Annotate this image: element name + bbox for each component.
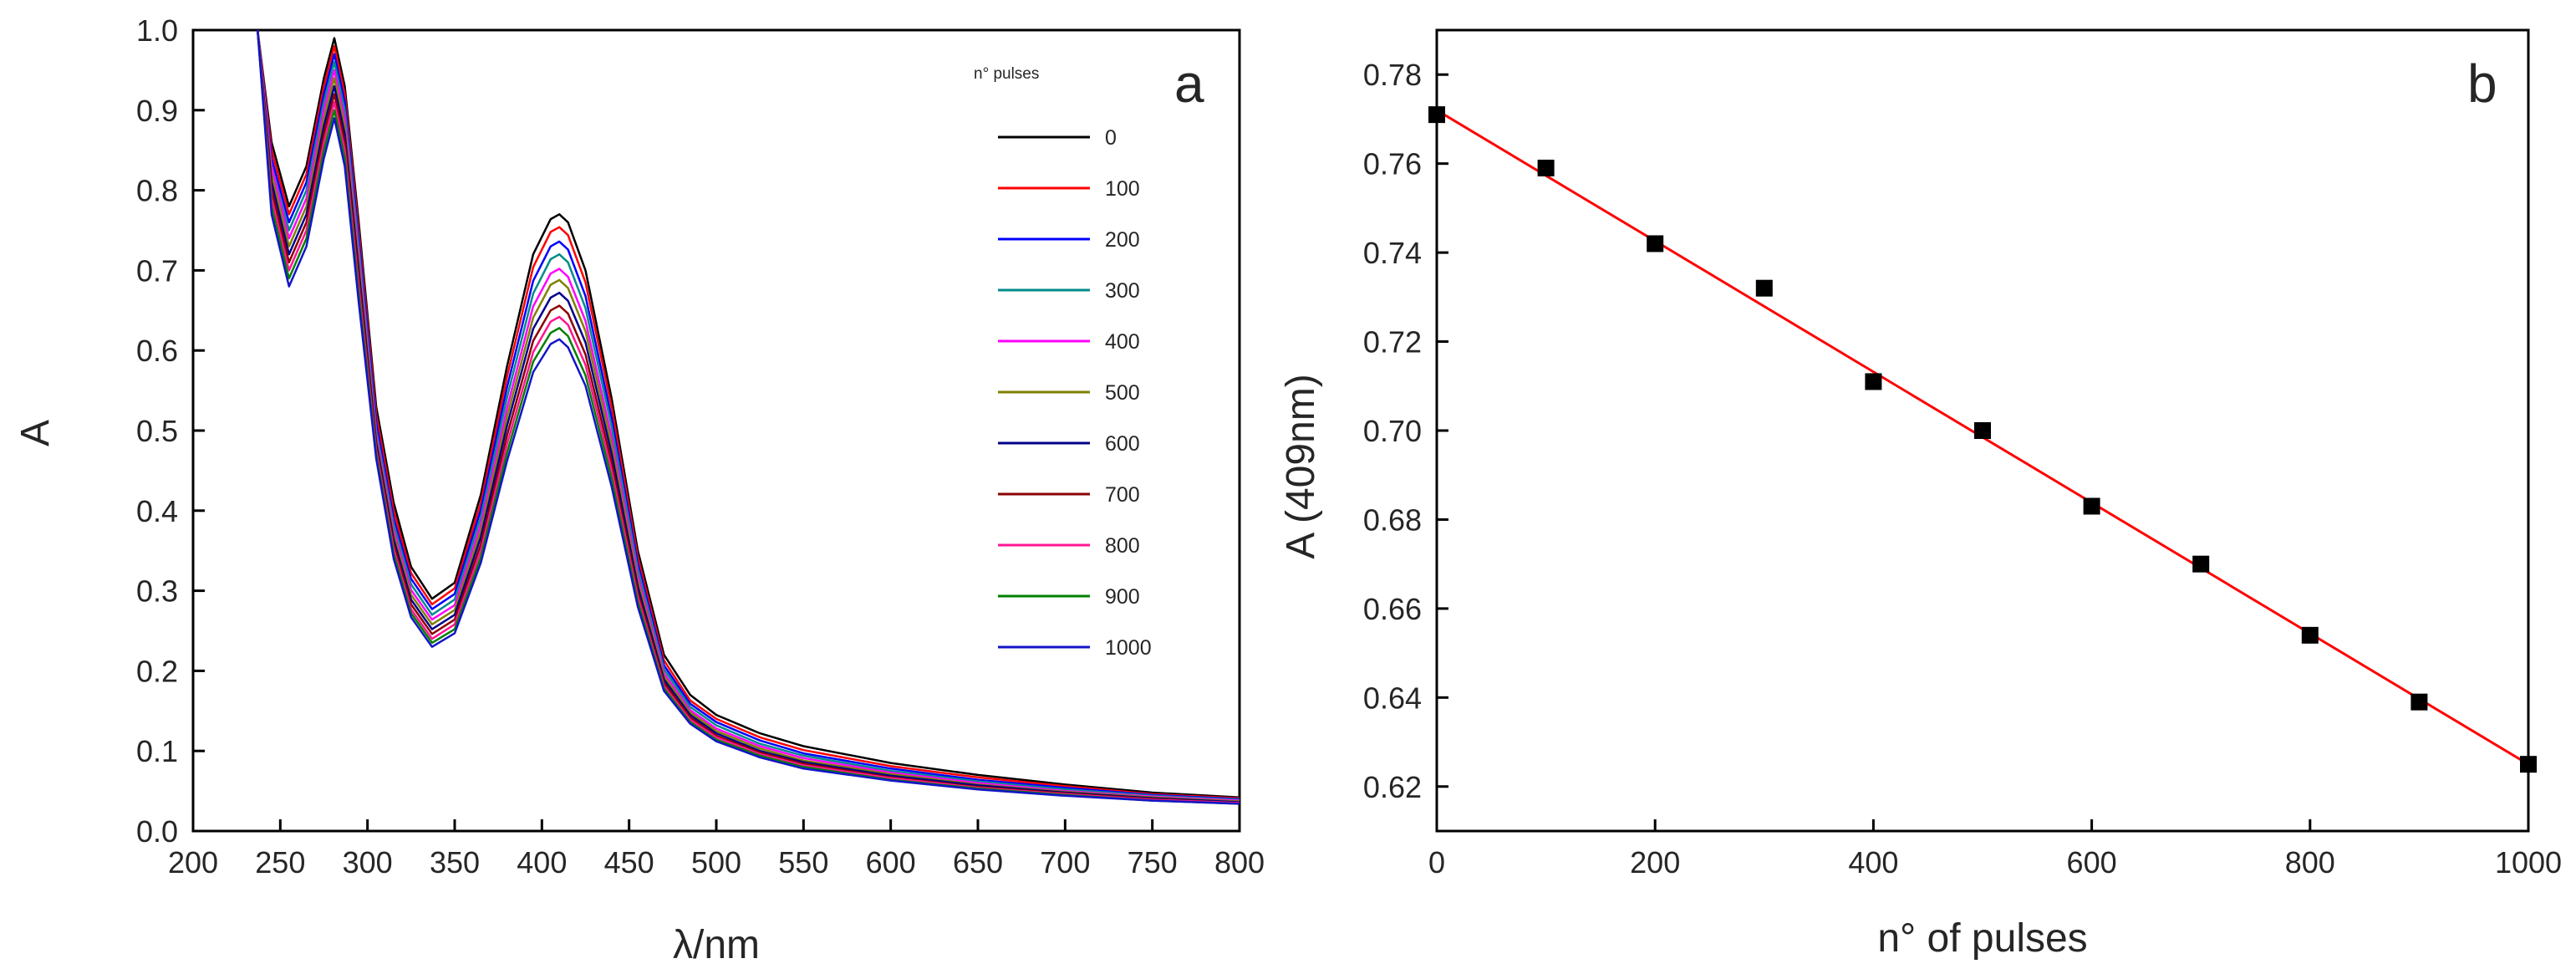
spectrum-line <box>256 29 1240 802</box>
y-tick-label: 0.9 <box>136 94 178 128</box>
y-tick-label: 0.76 <box>1363 147 1422 181</box>
x-tick-label: 800 <box>2285 845 2335 880</box>
spectrum-line <box>256 29 1240 804</box>
x-tick-label: 700 <box>1040 845 1090 880</box>
legend-label: 1000 <box>1105 636 1152 660</box>
panel-b-absorbance-vs-pulses: 0 200 400 600 800 1000 0.62 0.64 0.66 0.68 0.70 0.7… <box>1279 28 2562 961</box>
data-point <box>2301 626 2319 644</box>
y-tick-label: 0.78 <box>1363 58 1422 92</box>
x-tick-label: 350 <box>430 845 480 880</box>
panel-a-label: a <box>1174 54 1204 114</box>
y-tick-label: 0.6 <box>136 334 178 368</box>
panel-a-x-axis-title: λ/nm <box>673 923 760 967</box>
x-tick-label: 200 <box>1630 845 1680 880</box>
x-tick-label: 600 <box>2067 845 2117 880</box>
panel-a-ticks: 200 250 300 350 400 450 500 550 600 650 700 750 800 0… <box>136 13 1265 880</box>
spectrum-line <box>256 29 1240 799</box>
panel-b-points <box>1428 106 2537 773</box>
legend-label: 0 <box>1105 126 1117 150</box>
panel-b-ticks: 0 200 400 600 800 1000 0.62 0.64 0.66 0.68 0.70 0.7… <box>1363 58 2562 880</box>
data-point <box>1974 422 1991 439</box>
legend-label: 900 <box>1105 585 1140 609</box>
panel-a-legend: n° pulses 0 100 200 300 400 500 600 700 800 900 10… <box>974 65 1152 660</box>
legend-label: 300 <box>1105 279 1140 303</box>
x-tick-label: 1000 <box>2495 845 2562 880</box>
panel-a-y-axis-title: A <box>13 420 58 446</box>
panel-b-y-axis-title: A (409nm) <box>1279 374 1323 558</box>
y-tick-label: 0.7 <box>136 253 178 288</box>
x-tick-label: 400 <box>517 845 567 880</box>
legend-label: 500 <box>1105 381 1140 405</box>
y-tick-label: 0.72 <box>1363 325 1422 360</box>
legend-label: 600 <box>1105 432 1140 456</box>
spectrum-line <box>256 29 1240 804</box>
spectrum-line <box>256 29 1240 805</box>
x-tick-label: 500 <box>691 845 741 880</box>
panel-a-spectra: 200 250 300 350 400 450 500 550 600 650 700 750 800 0… <box>13 13 1265 967</box>
y-tick-label: 1.0 <box>136 13 178 48</box>
y-tick-label: 0.66 <box>1363 592 1422 626</box>
x-tick-label: 400 <box>1848 845 1898 880</box>
y-tick-label: 0.68 <box>1363 502 1422 537</box>
legend-label: 200 <box>1105 228 1140 252</box>
panel-a-legend-title: n° pulses <box>974 65 1039 83</box>
legend-label: 800 <box>1105 534 1140 558</box>
x-tick-label: 200 <box>168 845 218 880</box>
data-point <box>1647 235 1664 252</box>
y-tick-label: 0.64 <box>1363 681 1422 715</box>
spectrum-line <box>256 29 1240 805</box>
y-tick-label: 0.5 <box>136 414 178 448</box>
data-point <box>1865 373 1882 390</box>
data-point <box>2520 756 2537 773</box>
legend-label: 400 <box>1105 330 1140 354</box>
x-tick-label: 650 <box>953 845 1003 880</box>
spectrum-line <box>256 29 1240 799</box>
spectrum-line <box>256 29 1240 803</box>
x-tick-label: 300 <box>343 845 393 880</box>
y-tick-label: 0.0 <box>136 814 178 849</box>
panel-b-x-axis-title: n° of pulses <box>1877 916 2087 961</box>
x-tick-label: 600 <box>866 845 916 880</box>
x-tick-label: 450 <box>604 845 654 880</box>
x-tick-label: 800 <box>1214 845 1265 880</box>
y-tick-label: 0.3 <box>136 574 178 609</box>
data-point <box>2411 693 2428 711</box>
x-tick-label: 550 <box>778 845 828 880</box>
x-tick-label: 0 <box>1428 845 1445 880</box>
y-tick-label: 0.1 <box>136 734 178 768</box>
data-point <box>1755 279 1773 297</box>
data-point <box>1537 159 1555 176</box>
data-point <box>1428 106 1445 124</box>
y-tick-label: 0.2 <box>136 654 178 688</box>
y-tick-label: 0.74 <box>1363 236 1422 270</box>
y-tick-label: 0.4 <box>136 494 178 528</box>
y-tick-label: 0.62 <box>1363 770 1422 804</box>
legend-label: 100 <box>1105 177 1140 201</box>
spectrum-line <box>256 29 1240 800</box>
legend-label: 700 <box>1105 483 1140 507</box>
spectrum-line <box>256 29 1240 803</box>
panel-b-label: b <box>2467 54 2497 114</box>
data-point <box>2192 555 2210 573</box>
x-tick-label: 750 <box>1128 845 1178 880</box>
data-point <box>2083 497 2100 515</box>
y-tick-label: 0.70 <box>1363 414 1422 448</box>
panel-a-series <box>256 29 1240 805</box>
x-tick-label: 250 <box>255 845 305 880</box>
spectrum-line <box>256 29 1240 801</box>
y-tick-label: 0.8 <box>136 174 178 208</box>
